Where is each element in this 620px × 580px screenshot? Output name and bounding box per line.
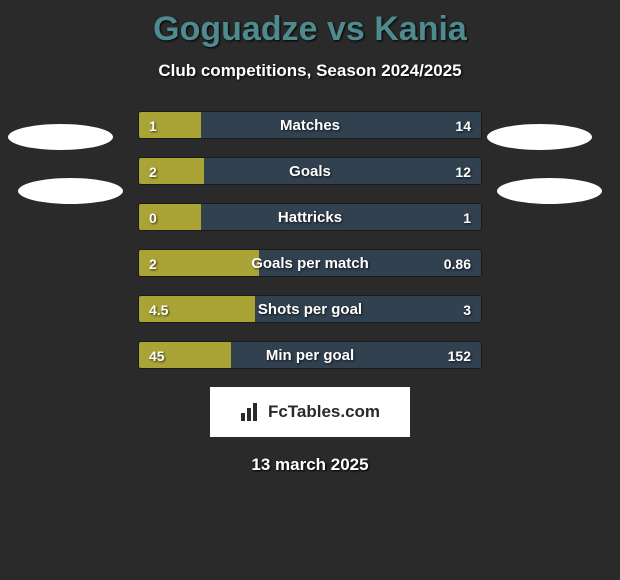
player-photo-ellipse (18, 178, 123, 204)
player-photo-ellipse (8, 124, 113, 150)
bars-icon (240, 403, 262, 421)
stat-bar: 4.53Shots per goal (138, 295, 482, 323)
stat-label: Matches (139, 112, 481, 139)
comparison-title: Goguadze vs Kania (0, 0, 620, 49)
stat-bar: 114Matches (138, 111, 482, 139)
stat-bar: 212Goals (138, 157, 482, 185)
player-photo-ellipse (497, 178, 602, 204)
player-photo-ellipse (487, 124, 592, 150)
stat-label: Hattricks (139, 204, 481, 231)
logo-text: FcTables.com (268, 402, 380, 422)
comparison-bars: 114Matches 212Goals 01Hattricks 20.86Goals … (138, 111, 482, 369)
stat-label: Shots per goal (139, 296, 481, 323)
vs-text: vs (327, 10, 374, 48)
stat-label: Goals (139, 158, 481, 185)
stat-label: Goals per match (139, 250, 481, 277)
stat-bar: 20.86Goals per match (138, 249, 482, 277)
stat-bar: 45152Min per goal (138, 341, 482, 369)
fctables-logo[interactable]: FcTables.com (210, 387, 410, 437)
player-left-name: Goguadze (153, 10, 317, 48)
date-label: 13 march 2025 (0, 455, 620, 475)
stat-label: Min per goal (139, 342, 481, 369)
stat-bar: 01Hattricks (138, 203, 482, 231)
player-right-name: Kania (374, 10, 467, 48)
subtitle: Club competitions, Season 2024/2025 (0, 61, 620, 81)
